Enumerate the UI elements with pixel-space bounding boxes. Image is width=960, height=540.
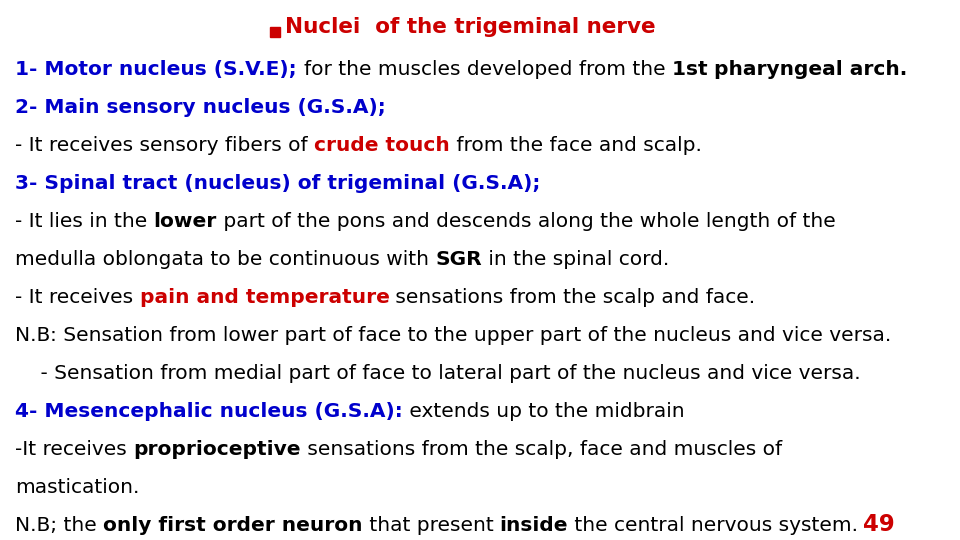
- Text: extends up to the midbrain: extends up to the midbrain: [403, 402, 684, 421]
- Text: 3- Spinal tract (nucleus) of trigeminal (G.S.A);: 3- Spinal tract (nucleus) of trigeminal …: [15, 174, 540, 193]
- Text: - Sensation from medial part of face to lateral part of the nucleus and vice ver: - Sensation from medial part of face to …: [15, 364, 860, 383]
- Text: 1- Motor nucleus (S.V.E);: 1- Motor nucleus (S.V.E);: [15, 60, 303, 79]
- Text: SGR: SGR: [436, 250, 482, 269]
- Text: - It receives: - It receives: [15, 288, 139, 307]
- Text: sensations from the scalp, face and muscles of: sensations from the scalp, face and musc…: [300, 440, 781, 459]
- Text: in the spinal cord.: in the spinal cord.: [482, 250, 669, 269]
- Bar: [270, 27, 280, 37]
- Text: from the face and scalp.: from the face and scalp.: [449, 136, 702, 155]
- Text: 49: 49: [863, 513, 895, 536]
- Text: : Sensation from lower part of face to the upper part of the nucleus and vice ve: : Sensation from lower part of face to t…: [50, 326, 892, 345]
- Text: for the muscles developed from the: for the muscles developed from the: [303, 60, 672, 79]
- Text: Nuclei  of the trigeminal nerve: Nuclei of the trigeminal nerve: [285, 17, 656, 37]
- Text: N.B; the: N.B; the: [15, 516, 103, 535]
- Text: that present: that present: [363, 516, 500, 535]
- Text: N.B: N.B: [15, 326, 50, 345]
- Text: pharyngeal arch.: pharyngeal arch.: [714, 60, 907, 79]
- Text: - It receives sensory fibers of: - It receives sensory fibers of: [15, 136, 314, 155]
- Text: the central nervous system.: the central nervous system.: [568, 516, 858, 535]
- Text: 4- Mesencephalic nucleus (G.S.A):: 4- Mesencephalic nucleus (G.S.A):: [15, 402, 403, 421]
- Text: only first order neuron: only first order neuron: [103, 516, 363, 535]
- Text: -It receives: -It receives: [15, 440, 133, 459]
- Text: inside: inside: [500, 516, 568, 535]
- Text: - It lies in the: - It lies in the: [15, 212, 154, 231]
- Text: proprioceptive: proprioceptive: [133, 440, 300, 459]
- Text: crude touch: crude touch: [314, 136, 449, 155]
- Text: 2- Main sensory nucleus (G.S.A);: 2- Main sensory nucleus (G.S.A);: [15, 98, 386, 117]
- Text: 1st: 1st: [672, 60, 714, 79]
- Text: sensations from the scalp and face.: sensations from the scalp and face.: [390, 288, 756, 307]
- Text: part of the pons and descends along the whole length of the: part of the pons and descends along the …: [217, 212, 835, 231]
- Text: mastication.: mastication.: [15, 478, 139, 497]
- Text: medulla oblongata to be continuous with: medulla oblongata to be continuous with: [15, 250, 436, 269]
- Text: lower: lower: [154, 212, 217, 231]
- Text: pain and temperature: pain and temperature: [139, 288, 390, 307]
